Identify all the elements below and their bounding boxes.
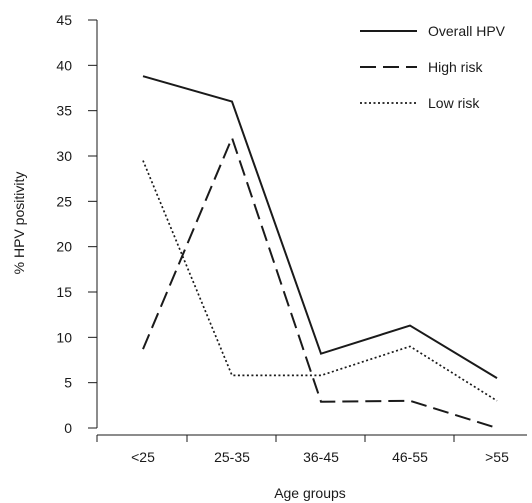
x-tick-label: >55 (485, 449, 509, 465)
y-tick-label: 0 (64, 420, 72, 436)
y-tick-label: 15 (56, 284, 72, 300)
axes: 0 5 10 15 20 25 30 35 40 45 <25 25-35 36-45 46-55 >55 (56, 12, 527, 465)
y-tick-label: 5 (64, 375, 72, 391)
y-tick-label: 30 (56, 148, 72, 164)
series-line-dashed (142, 135, 498, 429)
y-tick-label: 45 (56, 12, 72, 28)
x-axis-title: Age groups (274, 485, 346, 501)
y-tick-label: 40 (56, 57, 72, 73)
x-tick-label: <25 (131, 449, 155, 465)
legend: Overall HPV High risk Low risk (360, 23, 506, 111)
series-line-dotted (142, 160, 498, 402)
y-axis-title: % HPV positivity (11, 172, 27, 275)
legend-label: Overall HPV (428, 23, 506, 39)
y-tick-label: 10 (56, 329, 72, 345)
y-tick-label: 35 (56, 103, 72, 119)
x-tick-label: 36-45 (303, 449, 339, 465)
x-tick-label: 25-35 (214, 449, 250, 465)
y-tick-label: 25 (56, 193, 72, 209)
series-line-solid (142, 75, 498, 379)
y-tick-label: 20 (56, 239, 72, 255)
series-lines (142, 75, 498, 429)
x-tick-label: 46-55 (392, 449, 428, 465)
legend-label: High risk (428, 59, 483, 75)
legend-label: Low risk (428, 95, 480, 111)
